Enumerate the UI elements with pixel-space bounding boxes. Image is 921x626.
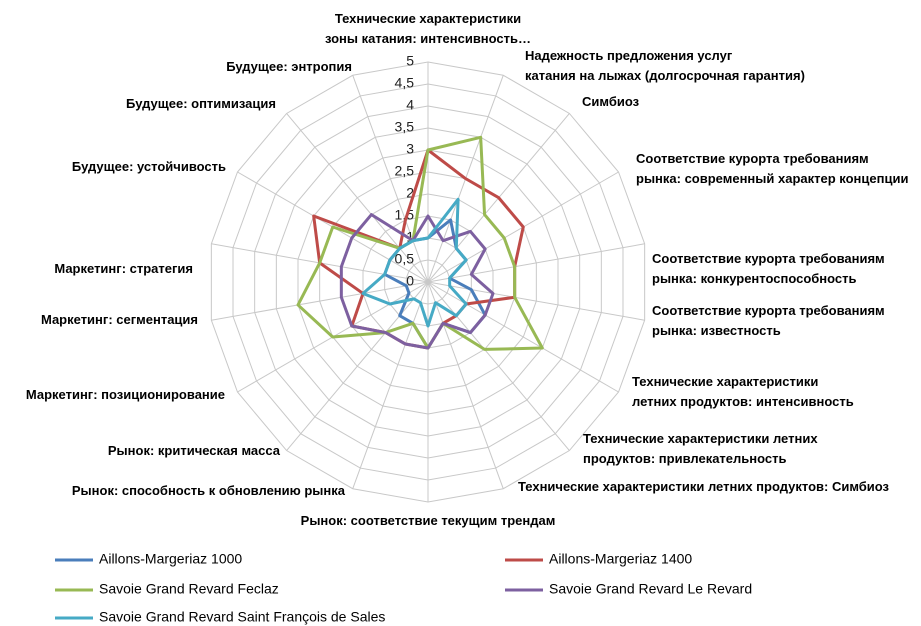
series-line [361,197,468,328]
series-line [296,135,544,351]
category-label: Рынок: способность к обновлению рынка [72,483,346,498]
category-label: Соответствие курорта требованиям рынка: и… [652,303,885,338]
spoke [211,281,429,321]
category-label: Будущее: оптимизация [126,96,276,111]
spoke [286,113,429,283]
spoke [427,281,619,393]
spoke [427,281,645,321]
spoke [427,281,570,451]
r-tick-label: 0,5 [395,251,415,267]
r-tick-label: 3,5 [395,119,415,135]
legend-label: Aillons-Margeriaz 1000 [99,551,242,567]
category-label: Рынок: соответствие текущим трендам [301,513,556,528]
category-label: Соответствие курорта требованиям рынка: с… [636,151,908,186]
category-label: Симбиоз [582,94,640,109]
series-line [339,213,495,350]
spoke [352,281,429,489]
category-label: Технические характеристики зоны катания: … [325,11,531,46]
category-label: Технические характеристики летних продукт… [583,431,818,466]
category-label: Технические характеристики летних продук… [518,479,890,494]
spoke [427,243,645,283]
r-tick-label: 2,5 [395,163,415,179]
r-tick-label: 0 [406,273,414,289]
category-label: Соответствие курорта требованиям рынка: к… [652,251,885,286]
category-label: Будущее: энтропия [226,59,352,74]
category-label: Надежность предложения услуг катания на л… [525,48,805,83]
r-tick-label: 1 [406,229,414,245]
category-label: Маркетинг: сегментация [41,312,198,327]
category-label: Технические характеристики летних продукт… [632,374,854,409]
category-label: Рынок: критическая масса [108,443,281,458]
category-label: Будущее: устойчивость [72,159,226,174]
spoke [286,281,429,451]
r-tick-label: 3 [406,141,414,157]
r-tick-label: 5 [406,53,414,69]
category-label: Маркетинг: стратегия [54,261,193,276]
r-tick-label: 4,5 [395,75,415,91]
legend-label: Aillons-Margeriaz 1400 [549,551,692,567]
category-label: Маркетинг: позиционирование [26,387,225,402]
spoke [427,281,504,489]
r-tick-label: 2 [406,185,414,201]
spoke [352,75,429,283]
legend-label: Savoie Grand Revard Saint François de Sa… [99,609,385,625]
legend-label: Savoie Grand Revard Feclaz [99,581,279,597]
r-tick-label: 4 [406,97,414,113]
legend-label: Savoie Grand Revard Le Revard [549,581,752,597]
